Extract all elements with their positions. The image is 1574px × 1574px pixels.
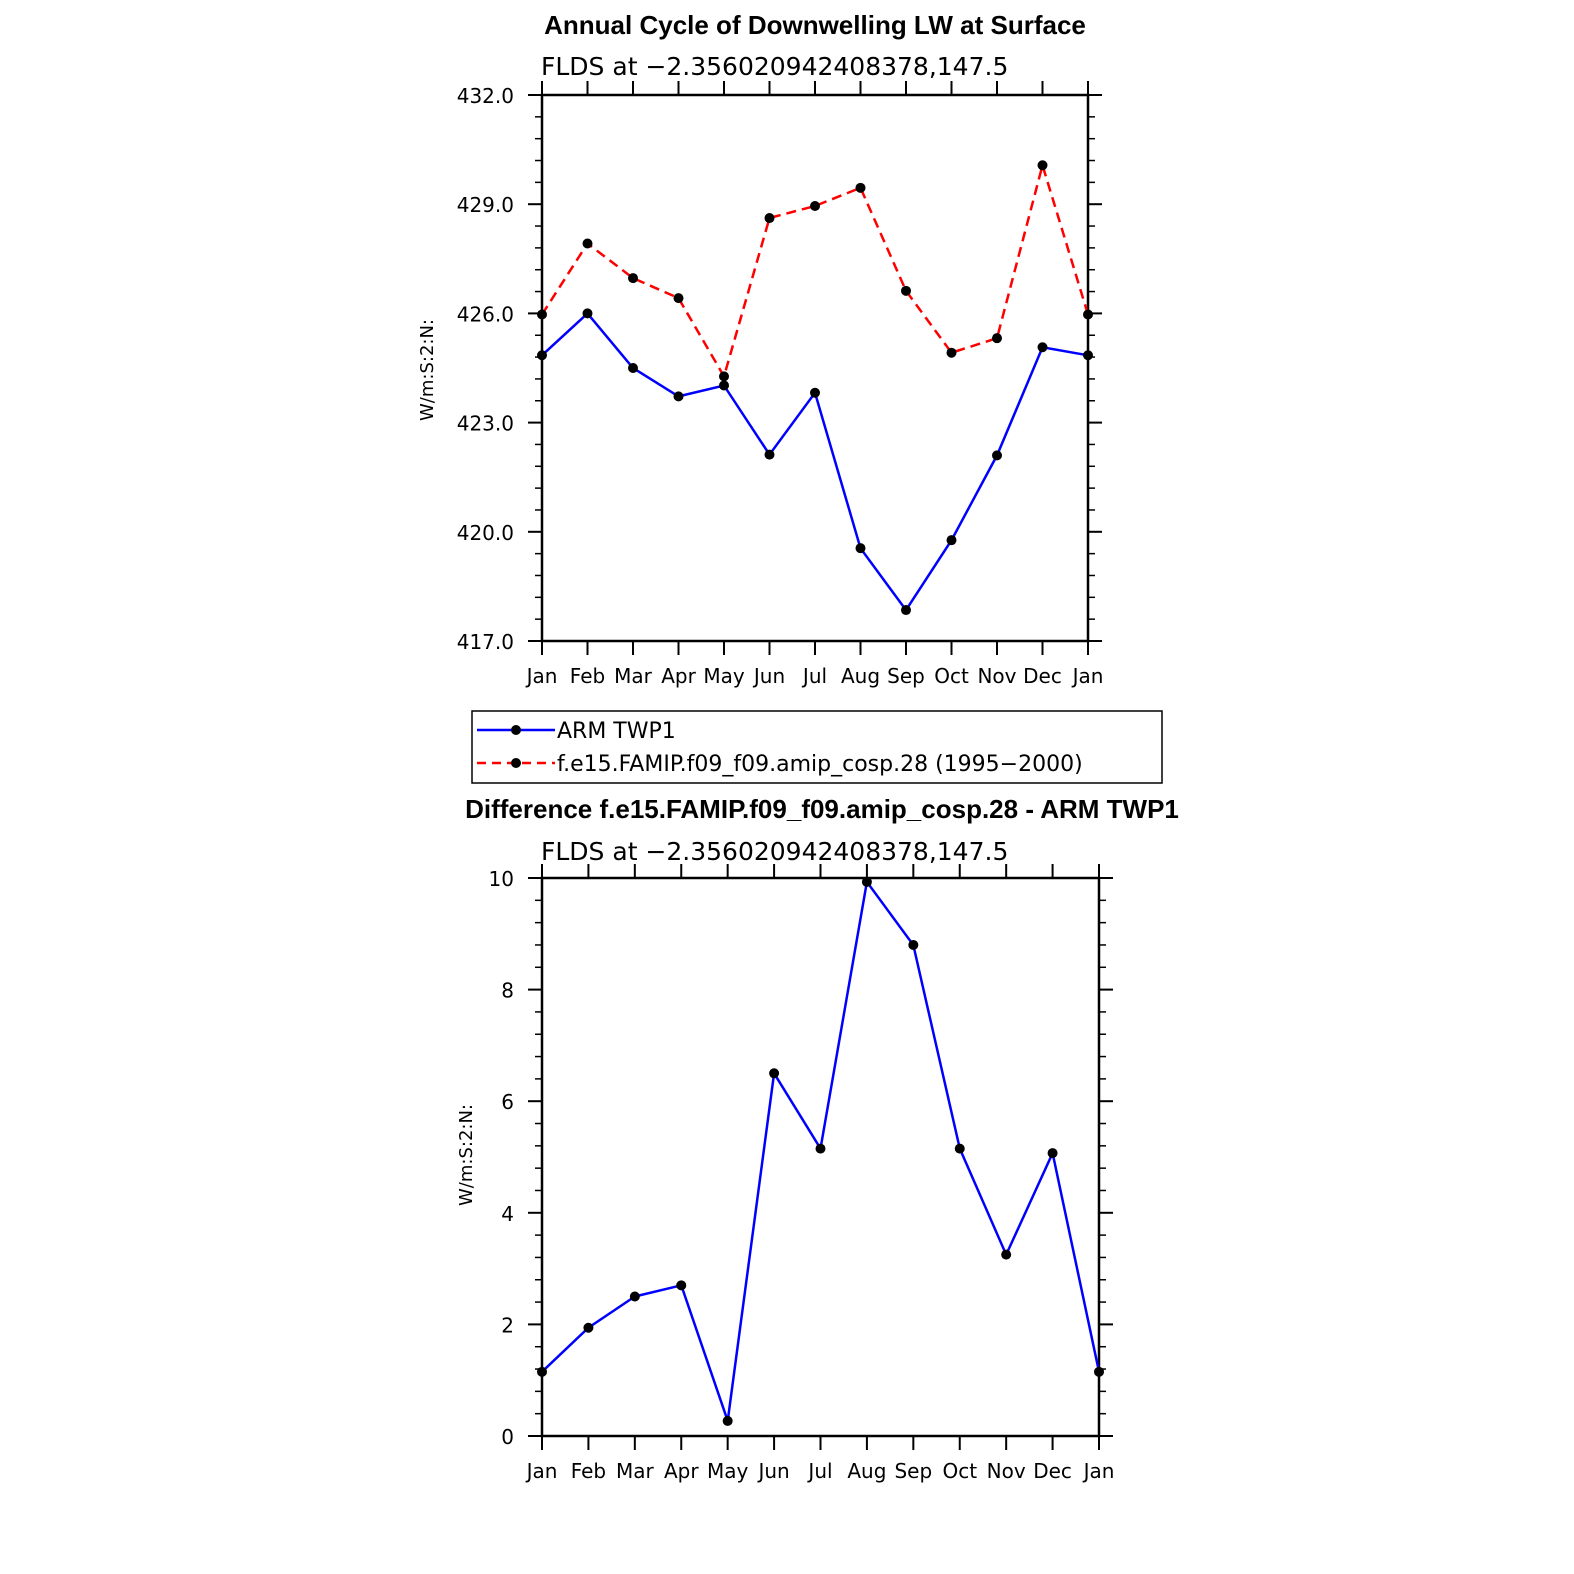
chart2-xtick-label: Sep bbox=[894, 1459, 932, 1483]
chart1-series-0-point bbox=[1083, 350, 1093, 361]
legend-marker-arm bbox=[511, 725, 521, 735]
chart1-xtick-label: Jan bbox=[525, 664, 558, 688]
chart2-xtick-label: Jan bbox=[1082, 1459, 1115, 1483]
chart1-series-1-point bbox=[992, 333, 1002, 344]
chart1-series-0-point bbox=[1037, 342, 1048, 353]
chart1-series-0-point bbox=[582, 308, 593, 319]
chart1-series-1-point bbox=[1037, 160, 1048, 171]
chart1-ytick-label: 432.0 bbox=[457, 84, 514, 108]
chart1-xtick-label: Feb bbox=[570, 664, 605, 688]
chart1-series-1-point bbox=[1083, 309, 1093, 320]
chart2-xtick-label: Feb bbox=[571, 1459, 606, 1483]
chart1-series-1-point bbox=[764, 213, 775, 224]
chart1-xtick-label: Sep bbox=[887, 664, 925, 688]
chart1-series-1-point bbox=[582, 238, 593, 249]
chart2-xtick-label: May bbox=[707, 1459, 749, 1483]
chart1-xtick-label: Apr bbox=[661, 664, 696, 688]
chart2-xtick-label: Jan bbox=[525, 1459, 558, 1483]
chart1-xtick-label: Aug bbox=[841, 664, 880, 688]
chart1-series-0-point bbox=[628, 363, 638, 373]
chart2-ytick-label: 0 bbox=[501, 1425, 514, 1449]
chart2-ytick-label: 8 bbox=[501, 979, 514, 1003]
chart2-xtick-label: Jun bbox=[756, 1459, 789, 1483]
chart1-series-0-point bbox=[901, 605, 911, 616]
chart2-xtick-label: Oct bbox=[942, 1459, 977, 1483]
chart1-series-1-point bbox=[673, 293, 684, 304]
legend-box bbox=[471, 710, 1163, 784]
chart1-xtick-label: Oct bbox=[934, 664, 969, 688]
legend-marker-model bbox=[511, 758, 521, 768]
chart2-ytick-label: 10 bbox=[489, 867, 514, 891]
chart2-series-0-point bbox=[1047, 1148, 1058, 1159]
legend-label-model: f.e15.FAMIP.f09_f09.amip_cosp.28 (1995−2… bbox=[557, 752, 1083, 777]
chart1-xtick-label: Mar bbox=[614, 664, 653, 688]
chart2-series-0-point bbox=[769, 1068, 780, 1079]
chart2-xtick-label: Nov bbox=[987, 1459, 1026, 1483]
chart1-series-0-point bbox=[946, 535, 957, 546]
chart1-xtick-label: Jul bbox=[801, 664, 827, 688]
chart1-series-0-point bbox=[855, 543, 866, 554]
chart1-series-0-point bbox=[992, 450, 1002, 461]
chart2-xtick-label: Apr bbox=[664, 1459, 699, 1483]
chart1-series-1-point bbox=[719, 371, 729, 382]
chart2-series-0-point bbox=[676, 1280, 687, 1291]
chart1-xtick-label: May bbox=[703, 664, 745, 688]
chart1-xtick-label: Nov bbox=[977, 664, 1016, 688]
chart1-ytick-label: 426.0 bbox=[457, 302, 514, 326]
chart2-ylabel: W/m:S:2:N: bbox=[456, 1104, 477, 1206]
chart2-series-0-point bbox=[722, 1415, 733, 1426]
chart1-ytick-label: 420.0 bbox=[457, 521, 514, 545]
chart1-series-1-point bbox=[628, 273, 638, 284]
chart2-ytick-label: 4 bbox=[501, 1202, 514, 1226]
chart2-xtick-label: Dec bbox=[1033, 1459, 1072, 1483]
chart1-series-1-point bbox=[537, 309, 547, 320]
chart2-series-0-point bbox=[815, 1143, 826, 1154]
chart1-series-0-line bbox=[541, 311, 1089, 613]
chart2-series-0-point bbox=[1094, 1366, 1104, 1377]
chart2-xtick-label: Aug bbox=[847, 1459, 886, 1483]
chart2-series-0-point bbox=[583, 1322, 594, 1333]
chart2-series-0-point bbox=[861, 876, 872, 887]
chart1-xtick-label: Dec bbox=[1023, 664, 1062, 688]
chart1-ytick-label: 417.0 bbox=[457, 630, 514, 654]
chart2-ytick-label: 2 bbox=[501, 1313, 514, 1337]
chart2-series-0-point bbox=[629, 1291, 640, 1302]
chart2-series-0-point bbox=[908, 939, 919, 950]
chart1-xtick-label: Jun bbox=[752, 664, 785, 688]
chart1-series-1-point bbox=[901, 285, 911, 296]
chart1-ytick-label: 429.0 bbox=[457, 193, 514, 217]
chart2-title: Difference f.e15.FAMIP.f09_f09.amip_cosp… bbox=[465, 794, 1179, 824]
chart2-plot: Jan Feb Mar Apr May Jun Jul Aug Sep Oct Nov Dec Jan 1… bbox=[489, 864, 1115, 1483]
chart1-series-1-point bbox=[855, 182, 866, 193]
chart2-ytick-label: 6 bbox=[501, 1090, 514, 1114]
chart1-xtick-label: Jan bbox=[1071, 664, 1104, 688]
chart2-frame bbox=[540, 876, 1101, 1438]
chart1-series-1-line bbox=[540, 160, 1090, 380]
chart1-frame bbox=[540, 93, 1090, 643]
chart2-series-0-point bbox=[1001, 1249, 1012, 1260]
chart1-series-1-point bbox=[946, 347, 957, 358]
chart2-series-0-point bbox=[537, 1366, 547, 1377]
chart1-plot: Jan Feb Mar Apr May Jun Jul Aug Sep Oct Nov Dec Jan 4… bbox=[457, 81, 1104, 688]
chart1-ytick-label: 423.0 bbox=[457, 412, 514, 436]
chart1-legend: ARM TWP1 f.e15.FAMIP.f09_f09.amip_cosp.2… bbox=[471, 710, 1163, 784]
chart2-series-0-point bbox=[954, 1143, 965, 1154]
chart1-subtitle: FLDS at −2.356020942408378,147.5 bbox=[541, 52, 1008, 81]
chart2-subtitle: FLDS at −2.356020942408378,147.5 bbox=[541, 837, 1008, 866]
chart1-series-1-point bbox=[810, 201, 820, 212]
chart1-series-0-point bbox=[764, 449, 775, 460]
chart1-title: Annual Cycle of Downwelling LW at Surfac… bbox=[544, 10, 1086, 40]
chart2-xtick-label: Mar bbox=[616, 1459, 655, 1483]
chart1-series-0-point bbox=[673, 391, 684, 402]
chart1-series-0-point bbox=[810, 387, 820, 398]
chart1-series-0-point bbox=[537, 350, 547, 361]
chart1-ylabel: W/m:S:2:N: bbox=[417, 319, 438, 421]
legend-label-arm: ARM TWP1 bbox=[557, 719, 676, 744]
chart2-xtick-label: Jul bbox=[806, 1459, 832, 1483]
chart1-series-0-point bbox=[719, 380, 729, 391]
